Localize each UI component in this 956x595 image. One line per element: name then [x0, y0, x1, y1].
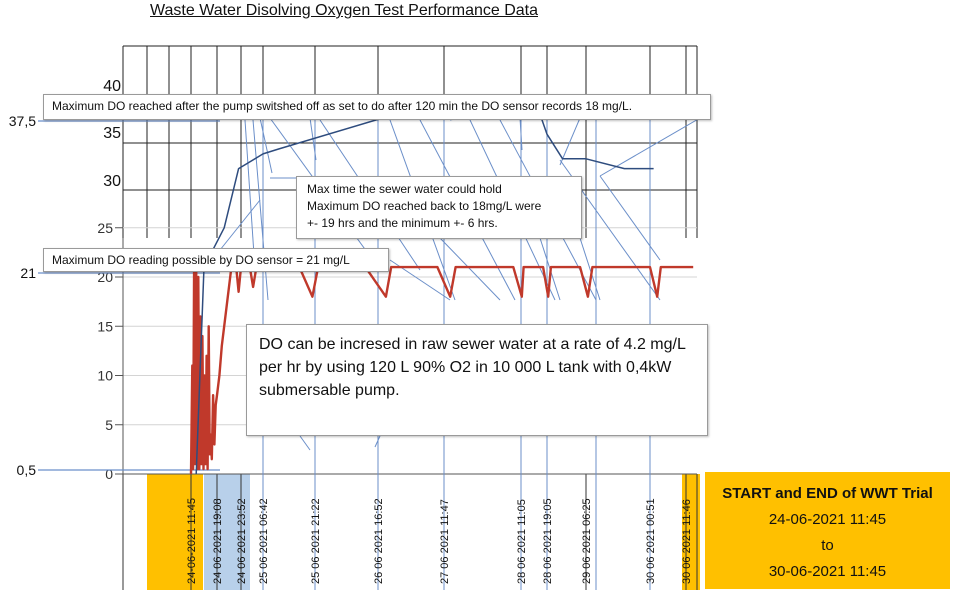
x-tick-label: 24-06-2021 11:45 — [186, 498, 198, 584]
start-date: 24-06-2021 11:45 — [768, 511, 887, 528]
x-tick-label: 29 06 2021 06:25 — [581, 498, 593, 584]
reference-lines: 37,5 21 0,5 — [9, 113, 220, 478]
callout-hold-line-3: +- 19 hrs and the minimum +- 6 hrs. — [307, 216, 498, 230]
callout-hold-time: Max time the sewer water could hold Maxi… — [296, 176, 582, 239]
ref-label: 21 — [20, 265, 36, 281]
callout-max-do: Maximum DO reached after the pump switsh… — [43, 94, 711, 120]
leader-line — [559, 117, 581, 166]
y-tick-label: 15 — [97, 318, 113, 334]
leader-line — [259, 117, 273, 174]
ref-label: 0,5 — [17, 462, 37, 478]
x-tick-labels: 24-06-2021 11:45 24 06 2021 19:08 24 06 20… — [186, 498, 693, 584]
leader-line — [244, 119, 256, 271]
y-tick-label: 0 — [105, 466, 113, 482]
orange-band — [147, 474, 203, 590]
y-tick-label-upper: 35 — [103, 125, 121, 142]
leader-line — [579, 237, 601, 301]
leader-line — [299, 435, 311, 451]
leader-line — [439, 237, 501, 301]
x-tick-label: 28 06 2021 19:05 — [542, 498, 554, 584]
start-end-box: START and END of WWT Trial 24-06-2021 11… — [705, 472, 950, 589]
callout-sensor-max: Maximum DO reading possible by DO sensor… — [43, 248, 389, 272]
callout-hold-line-2: Maximum DO reached back to 18mg/L were — [307, 199, 542, 213]
x-tick-label: 25 06 2021 21:22 — [310, 498, 322, 584]
x-tick-label: 24 06 2021 19:08 — [212, 498, 224, 584]
to-label: to — [821, 537, 834, 554]
y-tick-label: 5 — [105, 417, 113, 433]
callout-do-rate: DO can be incresed in raw sewer water at… — [246, 324, 708, 436]
y-tick-label-upper: 30 — [103, 173, 121, 190]
x-tick-label: 24 06 2021 23:52 — [236, 498, 248, 584]
x-tick-label: 27 06 2021 11:47 — [439, 499, 451, 584]
start-end-heading: START and END of WWT Trial — [722, 485, 933, 502]
ref-label: 37,5 — [9, 113, 36, 129]
x-tick-label: 30 06 2021 11:46 — [681, 499, 693, 584]
y-tick-label: 10 — [97, 368, 113, 384]
leader-line — [219, 199, 261, 251]
end-date: 30-06-2021 11:45 — [768, 563, 887, 580]
x-tick-label: 30 06 2021 00:51 — [645, 498, 657, 584]
chart-title: Waste Water Disolving Oxygen Test Perfor… — [150, 2, 538, 19]
y-tick-label-upper: 40 — [103, 78, 121, 95]
x-tick-label: 26 06 2021 16:52 — [373, 498, 385, 584]
x-tick-label: 28 06 2021 11:05 — [516, 499, 528, 584]
x-tick-label: 25 06 2021 06:42 — [258, 498, 270, 584]
y-tick-label: 25 — [97, 220, 113, 236]
leader-line — [599, 175, 661, 261]
tick-highlight-bands — [147, 474, 700, 590]
callout-hold-line-1: Max time the sewer water could hold — [307, 182, 502, 196]
blue-band — [204, 474, 250, 590]
